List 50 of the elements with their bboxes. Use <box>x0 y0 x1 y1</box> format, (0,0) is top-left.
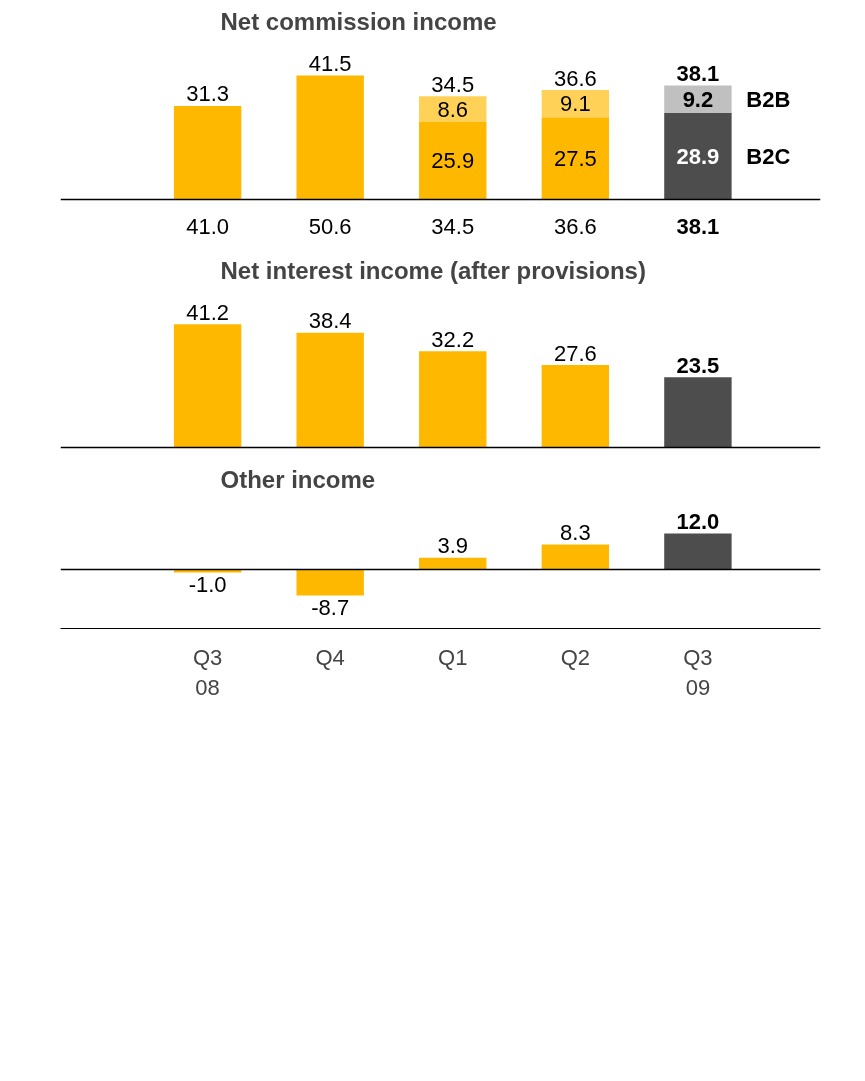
series-label: B2C <box>746 143 791 169</box>
total-label: 31.3 <box>186 81 230 107</box>
text: 36.6 <box>553 214 597 240</box>
bar <box>419 122 487 200</box>
data-label: 27.6 <box>553 340 597 366</box>
chart-title: Other income <box>220 465 376 493</box>
bar <box>664 533 732 570</box>
x-tick-label: Q4 <box>315 644 345 670</box>
data-label: 28.9 <box>676 143 720 169</box>
text: 50.6 <box>308 214 352 240</box>
bar <box>664 113 732 200</box>
bar <box>419 557 487 570</box>
bar <box>173 105 242 200</box>
total-label: 34.5 <box>431 71 475 97</box>
x-tick-label: Q3 08 <box>192 644 223 700</box>
x-tick-label: Q1 <box>438 644 468 670</box>
series-label: B2B <box>746 86 791 112</box>
data-label: 23.5 <box>676 352 720 378</box>
text: 38.1 <box>676 214 720 240</box>
bar <box>541 365 610 448</box>
total-label: 41.5 <box>308 50 352 76</box>
total-label: 36.6 <box>553 65 597 91</box>
bar <box>664 377 732 448</box>
data-label: 3.9 <box>437 533 469 559</box>
data-label: -1.0 <box>188 571 227 597</box>
x-tick-label: Q2 <box>560 644 591 670</box>
bar <box>541 117 610 200</box>
data-label: 9.2 <box>682 86 714 112</box>
text: 41.0 <box>186 214 230 240</box>
bar <box>541 544 610 570</box>
bar <box>296 332 364 448</box>
chart-title: Net interest income (after provisions) <box>220 256 646 284</box>
data-label: 8.6 <box>437 96 469 122</box>
bar <box>173 324 242 448</box>
data-label: 9.1 <box>560 91 591 117</box>
data-label: 27.5 <box>553 145 597 171</box>
data-label: 41.2 <box>186 299 230 325</box>
data-label: 38.4 <box>308 308 352 334</box>
x-tick-label: Q3 09 <box>683 644 713 700</box>
data-label: 12.0 <box>676 508 720 534</box>
bar <box>296 75 364 200</box>
text: 34.5 <box>431 214 475 240</box>
data-label: -8.7 <box>311 595 350 621</box>
data-label: 32.2 <box>431 326 475 352</box>
bar <box>419 351 487 448</box>
data-label: 25.9 <box>431 148 475 174</box>
bar <box>296 569 364 596</box>
data-label: 8.3 <box>560 520 591 546</box>
total-label: 38.1 <box>676 61 720 87</box>
chart-title: Net commission income <box>220 7 497 35</box>
